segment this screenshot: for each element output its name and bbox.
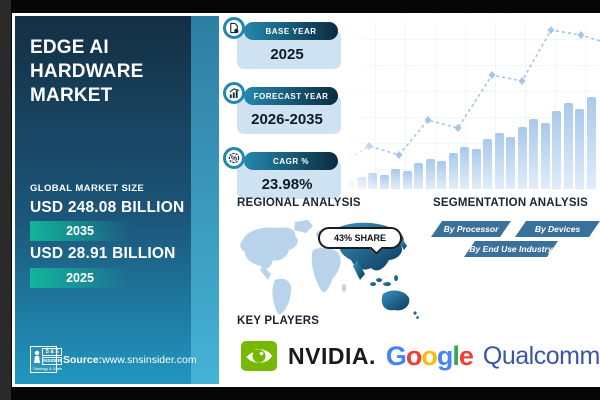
- google-wordmark: Google: [385, 340, 474, 372]
- segment-button-by-devices[interactable]: By Devices: [515, 221, 600, 237]
- logo-figure-icon: [34, 350, 40, 363]
- segment-button-by-processor[interactable]: By Processor: [431, 221, 511, 237]
- google-letter: o: [421, 340, 437, 371]
- segmentation-analysis-heading: SEGMENTATION ANALYSIS: [433, 197, 588, 209]
- stat-card-header: FORECAST YEAR: [244, 87, 338, 105]
- segment-button-by-end-use-industry[interactable]: By End Use Industry: [464, 241, 558, 257]
- nvidia-eye-icon: [240, 337, 278, 375]
- google-letter: g: [436, 340, 453, 371]
- stat-card-forecast-year: FORECAST YEAR 2026-2035: [223, 82, 341, 134]
- svg-text:%: %: [231, 155, 237, 162]
- source-label: Source:: [63, 353, 103, 366]
- year-badge-2025: 2025: [30, 268, 130, 288]
- market-size-label: GLOBAL MARKET SIZE: [30, 183, 145, 194]
- qualcomm-wordmark: Qualcomm: [482, 341, 600, 370]
- percent-icon: %: [223, 147, 245, 169]
- year-badge-2035: 2035: [30, 221, 130, 241]
- stat-card-header: BASE YEAR: [244, 22, 338, 40]
- logo-line2: INSIDER: [42, 357, 63, 365]
- google-letter: G: [385, 340, 407, 371]
- stat-card-header: CAGR %: [244, 152, 338, 170]
- source-row: S & S INSIDER Strategy & Stats Source:ww…: [30, 346, 197, 373]
- decorative-growth-chart: [345, 13, 600, 189]
- market-size-2025: USD 28.91 BILLION: [30, 245, 176, 262]
- chart-fade-overlay: [345, 13, 600, 189]
- source-text: Source:www.snsinsider.com: [63, 354, 197, 366]
- google-letter: l: [452, 340, 459, 371]
- sns-insider-logo: S & S INSIDER Strategy & Stats: [30, 346, 63, 373]
- logo-line1: S & S: [42, 348, 63, 356]
- sidebar: EDGE AI HARDWARE MARKET GLOBAL MARKET SI…: [15, 16, 219, 384]
- nvidia-wordmark: NVIDIA.: [288, 342, 376, 369]
- market-size-2035: USD 248.08 BILLION: [30, 199, 185, 216]
- page-background: EDGE AI HARDWARE MARKET GLOBAL MARKET SI…: [12, 13, 600, 387]
- cagr-value: 23.98%: [261, 176, 313, 193]
- google-letter: o: [405, 340, 422, 371]
- regional-share-callout: 43% SHARE: [318, 227, 402, 255]
- key-players-heading: KEY PLAYERS: [237, 315, 320, 327]
- base-year-value: 2025: [270, 46, 304, 63]
- regional-analysis-heading: REGIONAL ANALYSIS: [237, 197, 361, 209]
- stat-card-base-year: BASE YEAR 2025: [223, 17, 341, 69]
- regional-share-label: 43% SHARE: [333, 233, 387, 243]
- growth-chart-icon: [223, 82, 245, 104]
- page-title: EDGE AI HARDWARE MARKET: [30, 37, 144, 106]
- logo-line3: Strategy & Stats: [33, 366, 63, 371]
- sidebar-accent-strip: [191, 16, 219, 384]
- document-icon: [223, 17, 245, 39]
- key-players-row: NVIDIA. Google Qualcomm: [240, 333, 600, 379]
- google-letter: e: [458, 340, 474, 371]
- forecast-year-value: 2026-2035: [251, 111, 323, 128]
- frame-left-edge: [0, 0, 11, 400]
- stat-card-cagr: CAGR % 23.98% %: [223, 147, 341, 199]
- source-url[interactable]: www.snsinsider.com: [102, 353, 197, 366]
